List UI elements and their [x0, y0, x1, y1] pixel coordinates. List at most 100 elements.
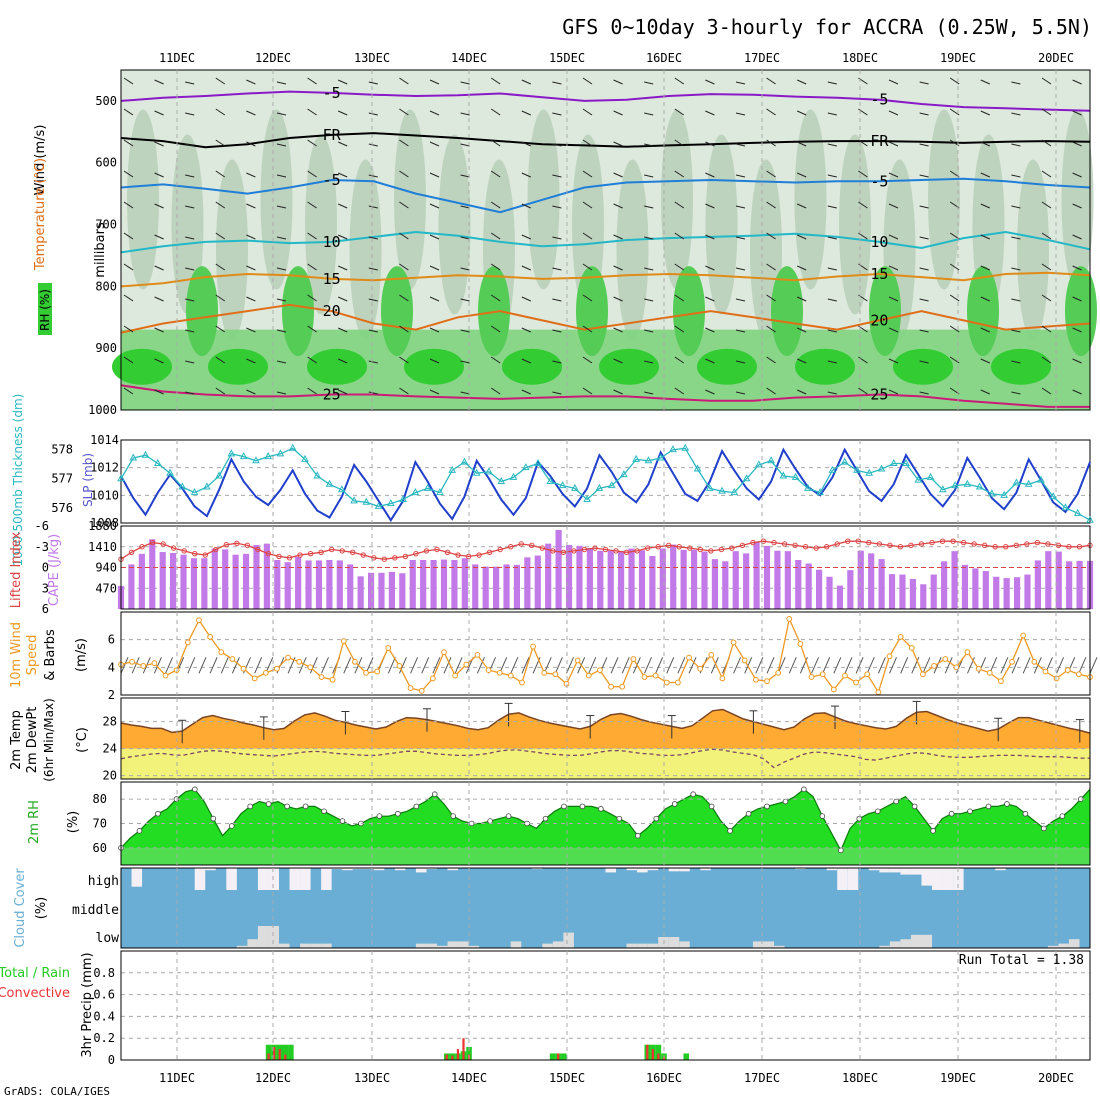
wind-barb [1072, 110, 1082, 116]
thickness-point [252, 456, 260, 464]
wind-barb [337, 389, 348, 395]
precip-total-bar [265, 1044, 272, 1060]
isotherm-label: 15 [323, 270, 341, 288]
thickness-point [178, 482, 187, 490]
rh-mid-cell [171, 134, 204, 315]
cloud-high-bar [394, 868, 406, 871]
wind-barb [766, 356, 776, 364]
rh2m-point [395, 810, 401, 817]
wind-barb [735, 329, 746, 333]
wind-barb [246, 110, 256, 116]
wind-barb [552, 360, 562, 364]
cloud-low-bar [879, 945, 890, 948]
wind-barb [276, 298, 287, 302]
li-point [855, 538, 861, 544]
wind-barb [1011, 236, 1021, 240]
wind-speed-point [764, 678, 770, 685]
rh2m-point [671, 801, 678, 807]
thickness-point [889, 458, 898, 467]
precip-conv-bar [462, 1038, 465, 1060]
cloud-low-bar [447, 941, 459, 948]
wind-barb [613, 358, 623, 364]
wind-barb [185, 391, 195, 395]
wind10m-unit-label: (m/s) [74, 638, 89, 672]
rh-mid-cell [839, 134, 871, 315]
cape-axis-label: CAPE (J/kg) [47, 534, 62, 606]
cape-bar [961, 564, 969, 609]
wind-barb [399, 263, 409, 271]
thickness-point [681, 443, 690, 451]
cloud-high-bar [942, 868, 954, 890]
temp-frame [120, 697, 1091, 780]
wind-speed-point [853, 679, 860, 686]
wind-barb [215, 232, 226, 240]
precip-conv-bar [456, 1049, 460, 1060]
cape-bar [805, 563, 812, 609]
precip-conv-bar [646, 1044, 649, 1060]
cloud-low-bar [300, 943, 311, 948]
rh2m-tick-label: 70 [93, 817, 107, 831]
wind-speed-point [507, 672, 514, 679]
date-tick-label: 16DEC [646, 51, 682, 65]
wind-barb [1072, 265, 1082, 271]
wind10m-barb [655, 657, 664, 674]
cape-bar [878, 559, 885, 609]
wind-barb [368, 205, 378, 209]
wind-barb [429, 79, 440, 85]
wind-speed-point [730, 639, 737, 646]
thickness-point [276, 449, 285, 457]
slp-frame [120, 439, 1091, 524]
wind-speed-point [964, 649, 971, 656]
wind-barb [888, 296, 899, 302]
cloud-high-bar [995, 868, 1006, 871]
wind-barb [888, 79, 899, 85]
cloud-level-label: middle [72, 903, 119, 918]
rh2m-point [1004, 801, 1010, 807]
rh2m-tick-label: 60 [93, 841, 107, 855]
isotherm-label: 25 [323, 386, 341, 404]
rh2m-point [155, 810, 161, 817]
wind-barb [337, 234, 348, 240]
wind-barb [337, 265, 348, 271]
wind-speed-point [285, 654, 291, 661]
li-tick-label: 3 [42, 581, 49, 595]
wind10m-barb [833, 657, 842, 674]
wind-barb [1072, 203, 1082, 209]
wind-speed-point [1020, 632, 1027, 639]
rh-mid-cell [1017, 159, 1049, 340]
wind-barb [368, 143, 378, 147]
cape-bar [982, 571, 989, 609]
wind-barb [246, 234, 256, 240]
cape-bar [159, 552, 166, 609]
wind-barb [215, 325, 226, 333]
thickness-point [129, 453, 138, 461]
wind-barb [123, 77, 134, 85]
pressure-tick-label: 800 [95, 279, 117, 293]
rh-mid-cell [438, 134, 471, 315]
wind-speed-point [441, 649, 447, 656]
wind10m-barb [811, 657, 820, 674]
wind-barb [490, 108, 501, 116]
wind-barb [919, 236, 929, 240]
date-tick-label: 20DEC [1038, 51, 1074, 65]
cape-bar [440, 559, 448, 609]
cloud-high-bar [668, 868, 680, 872]
wind-speed-point [240, 665, 247, 672]
wind10m-barb [510, 657, 519, 674]
li-point [1076, 544, 1083, 550]
wind-barb [949, 77, 960, 85]
cloud-high-bar [257, 868, 269, 890]
rh-moist-cell [404, 348, 464, 385]
wind-barb [123, 294, 134, 302]
wind-speed-point [552, 671, 559, 678]
wind-barb [1072, 172, 1082, 178]
dewpt-band [121, 748, 1090, 779]
pressure-tick-label: 500 [95, 94, 117, 108]
wind10m-barb [387, 657, 396, 674]
wind10m-barb [421, 657, 430, 674]
wind-speed-point [1064, 667, 1071, 673]
rh2m-point [413, 803, 420, 810]
wind-barb [919, 205, 929, 209]
li-point [687, 545, 693, 551]
date-tick-label: 19DEC [940, 51, 976, 65]
